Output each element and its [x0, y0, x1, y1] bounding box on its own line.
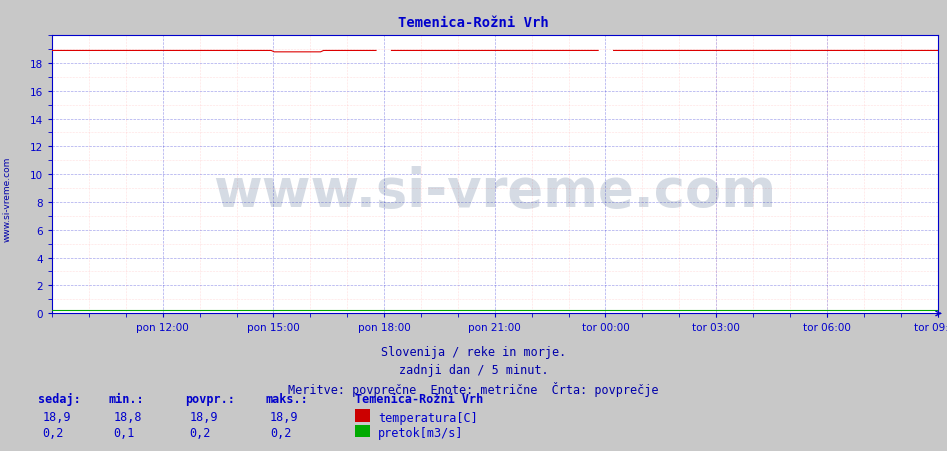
Text: sedaj:: sedaj: [38, 392, 80, 405]
Text: povpr.:: povpr.: [185, 392, 235, 405]
Text: Slovenija / reke in morje.: Slovenija / reke in morje. [381, 345, 566, 358]
Text: 18,9: 18,9 [270, 410, 298, 423]
Text: 0,2: 0,2 [43, 426, 64, 439]
Text: 0,2: 0,2 [270, 426, 292, 439]
Text: www.si-vreme.com: www.si-vreme.com [213, 166, 777, 217]
Text: temperatura[C]: temperatura[C] [378, 411, 477, 424]
Text: 18,9: 18,9 [189, 410, 218, 423]
Text: www.si-vreme.com: www.si-vreme.com [3, 156, 12, 241]
Text: Temenica-Rožni Vrh: Temenica-Rožni Vrh [355, 392, 483, 405]
Text: 0,1: 0,1 [114, 426, 135, 439]
Text: maks.:: maks.: [265, 392, 308, 405]
Text: pretok[m3/s]: pretok[m3/s] [378, 427, 463, 439]
Text: 0,2: 0,2 [189, 426, 211, 439]
Text: min.:: min.: [109, 392, 145, 405]
Text: zadnji dan / 5 minut.: zadnji dan / 5 minut. [399, 363, 548, 376]
Text: 18,9: 18,9 [43, 410, 71, 423]
Text: 18,8: 18,8 [114, 410, 142, 423]
Text: Meritve: povprečne  Enote: metrične  Črta: povprečje: Meritve: povprečne Enote: metrične Črta:… [288, 381, 659, 396]
Text: Temenica-Rožni Vrh: Temenica-Rožni Vrh [398, 16, 549, 30]
